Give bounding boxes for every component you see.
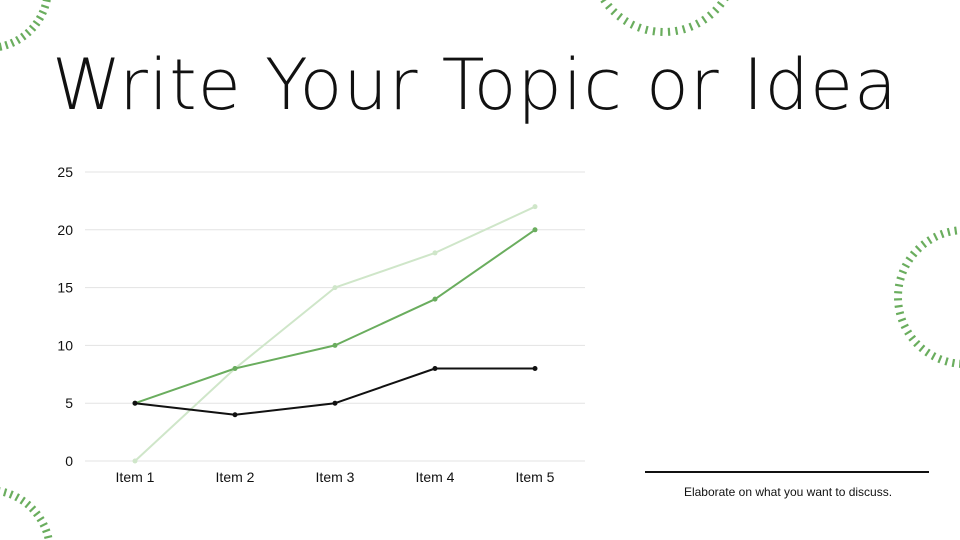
y-tick-label: 10 (57, 337, 73, 353)
caption-divider (645, 471, 929, 473)
series-2-point (232, 366, 238, 372)
series-3-point (332, 400, 338, 406)
y-tick-label: 0 (65, 453, 73, 469)
series-1-point (432, 250, 438, 256)
series-3-line (134, 367, 536, 416)
y-axis-tick-labels: 0 5 10 15 20 25 (57, 164, 73, 469)
x-tick-label: Item 3 (316, 469, 355, 485)
series-2-line (134, 228, 536, 405)
x-axis-tick-labels: Item 1 Item 2 Item 3 Item 4 Item 5 (116, 469, 555, 485)
top-left-ring-icon (0, 0, 51, 51)
series-1-point (332, 285, 338, 291)
series-3-point (232, 412, 238, 418)
x-tick-label: Item 5 (516, 469, 555, 485)
x-tick-label: Item 1 (116, 469, 155, 485)
top-center-ring-icon (600, 0, 729, 36)
y-tick-label: 15 (57, 280, 73, 296)
chart-series (132, 204, 538, 464)
chart-gridlines (85, 171, 585, 462)
series-1-point (532, 204, 538, 210)
y-tick-label: 20 (57, 222, 73, 238)
series-1 (132, 204, 538, 464)
series-2-point (432, 296, 438, 302)
series-2-point (532, 227, 538, 233)
series-2 (132, 227, 538, 406)
series-3-point (532, 366, 538, 372)
series-3-point (432, 366, 438, 372)
series-1-point (132, 458, 138, 464)
series-2-point (332, 342, 338, 348)
series-3 (132, 366, 538, 418)
series-3-point (132, 400, 138, 406)
y-tick-label: 25 (57, 164, 73, 180)
slide-title: Write Your Topic or Idea (52, 44, 898, 126)
x-tick-label: Item 2 (216, 469, 255, 485)
y-tick-label: 5 (65, 395, 73, 411)
caption-text: Elaborate on what you want to discuss. (683, 485, 893, 499)
x-tick-label: Item 4 (416, 469, 455, 485)
series-1-line (134, 205, 536, 462)
right-ring-icon (894, 226, 960, 368)
